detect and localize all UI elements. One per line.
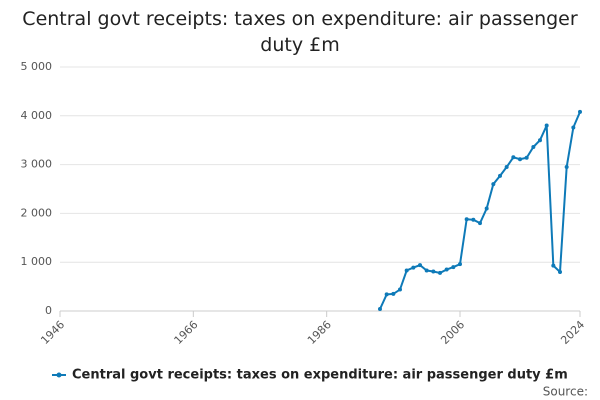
point <box>491 182 496 187</box>
point <box>431 269 436 274</box>
point <box>564 165 569 170</box>
point <box>498 173 502 178</box>
legend-swatch-dot <box>56 372 62 378</box>
point <box>504 165 509 170</box>
point <box>418 263 422 268</box>
y-tick-label: 5 000 <box>21 60 53 73</box>
point <box>444 267 449 272</box>
point <box>398 287 402 292</box>
point <box>524 155 529 160</box>
x-tick-label: 2006 <box>438 318 467 347</box>
line <box>379 111 581 310</box>
x-tick-label: 1966 <box>172 318 201 347</box>
y-tick-label: 3 000 <box>21 158 53 171</box>
point <box>378 307 382 312</box>
legend-label: Central govt receipts: taxes on expendit… <box>72 368 568 383</box>
y-tick-label: 4 000 <box>21 109 53 122</box>
point <box>571 125 576 130</box>
point <box>531 145 536 150</box>
point <box>464 217 469 222</box>
x-tick-label: 1946 <box>38 318 67 347</box>
point <box>404 268 409 273</box>
point <box>551 263 556 268</box>
point <box>578 109 582 114</box>
point <box>438 270 442 275</box>
point <box>511 155 516 160</box>
point <box>411 265 416 270</box>
point <box>544 123 549 128</box>
y-tick-label: 2 000 <box>21 206 53 219</box>
point <box>458 262 462 267</box>
source: Source: <box>543 385 588 399</box>
point <box>391 291 396 296</box>
point <box>538 138 542 143</box>
x-tick-label: 2024 <box>558 318 587 347</box>
point <box>558 269 562 274</box>
point <box>424 268 429 273</box>
point <box>384 292 389 297</box>
chart-title: Central govt receipts: taxes on expendit… <box>22 8 578 56</box>
y-tick-label: 0 <box>45 304 52 317</box>
point <box>518 157 522 162</box>
point <box>451 265 456 270</box>
x-tick-label: 1986 <box>305 318 334 347</box>
y-tick-label: 1 000 <box>21 255 53 268</box>
point <box>478 221 482 226</box>
point <box>484 206 489 211</box>
point <box>471 217 476 222</box>
